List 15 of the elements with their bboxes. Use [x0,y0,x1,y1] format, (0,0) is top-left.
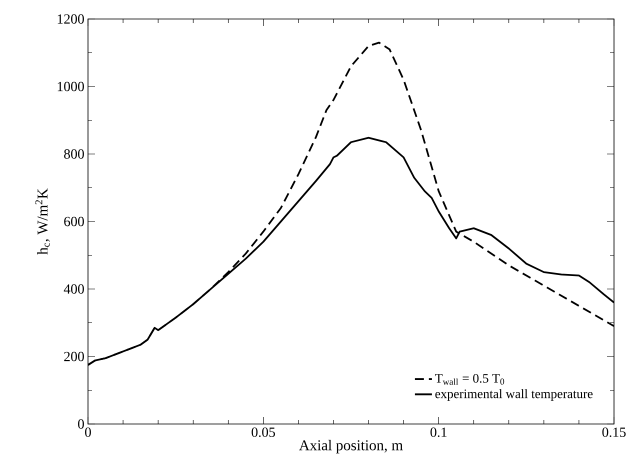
y-tick-label: 600 [64,216,84,226]
x-tick-label: 0.05 [252,428,276,437]
y-tick-label: 800 [64,149,84,159]
x-tick-label: 0.1 [430,428,447,437]
y-tick-label: 0 [78,419,84,429]
legend-label: experimental wall temperature [435,389,593,401]
legend-label: T$_{wall}$ = 0.5 T$_{0}$ [435,374,504,385]
y-tick-label: 200 [64,352,84,362]
y-tick-label: 400 [64,284,84,294]
y-axis-title: h$_{c}$, W/m$^{2}$K [35,188,50,255]
x-axis-title: Axial position, m [299,440,403,454]
y-tick-label: 1000 [58,82,84,92]
x-tick-label: 0 [85,428,91,437]
y-tick-label: 1200 [58,14,84,24]
x-tick-label: 0.15 [602,428,626,437]
